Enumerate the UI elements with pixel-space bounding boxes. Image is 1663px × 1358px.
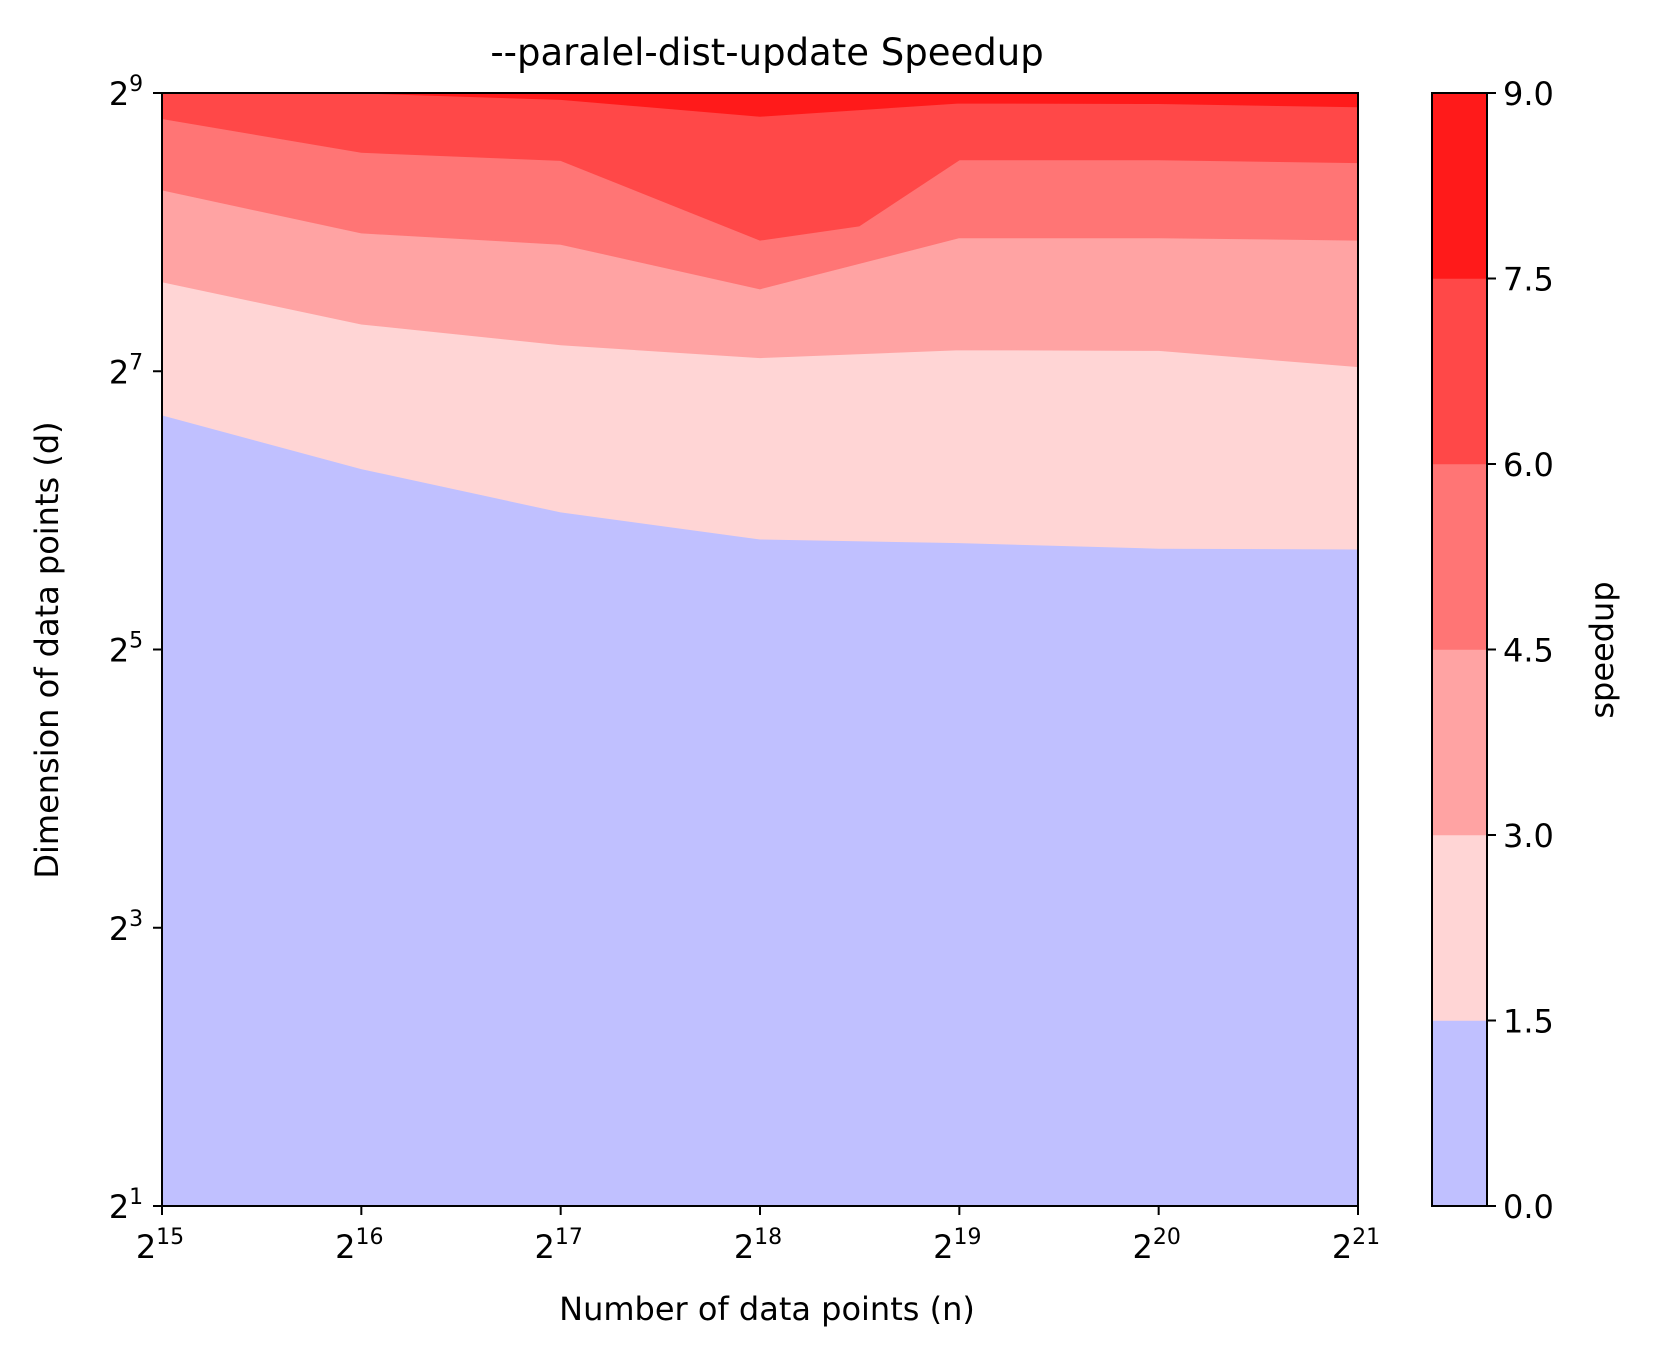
plot-area: [161, 92, 1359, 1207]
colorbar-tick-label: 1.5: [1503, 1003, 1554, 1041]
x-axis-label: Number of data points (n): [559, 1290, 975, 1328]
colorbar-tick-label: 7.5: [1503, 261, 1554, 299]
y-axis: 21 23 25 27 29: [109, 72, 162, 1226]
y-tick-label: 21: [109, 1185, 143, 1226]
colorbar-tick-label: 0.0: [1503, 1188, 1554, 1226]
chart-title: --paralel-dist-update Speedup: [490, 31, 1043, 74]
x-tick-label: 221: [1332, 1225, 1380, 1266]
colorbar-swatch-2: [1431, 649, 1488, 836]
x-axis: 215 216 217 218 219 220 221: [136, 1206, 1380, 1266]
x-tick-label: 218: [734, 1225, 782, 1266]
colorbar-swatch-1: [1431, 834, 1488, 1021]
x-tick-label: 219: [933, 1225, 981, 1266]
x-tick-label: 215: [136, 1225, 184, 1266]
y-tick-label: 27: [109, 350, 143, 391]
x-tick-label: 216: [335, 1225, 383, 1266]
y-tick-label: 23: [109, 907, 143, 948]
colorbar-tick-label: 6.0: [1503, 446, 1554, 484]
y-tick-label: 29: [109, 72, 143, 113]
y-tick-label: 25: [109, 629, 143, 670]
colorbar-swatch-0: [1431, 1020, 1488, 1207]
colorbar-label: speedup: [1583, 581, 1621, 718]
colorbar-swatch-4: [1431, 278, 1488, 465]
x-tick-label: 220: [1132, 1225, 1180, 1266]
colorbar-swatch-3: [1431, 463, 1488, 650]
colorbar-tick-label: 4.5: [1503, 632, 1554, 670]
colorbar-swatch-5: [1431, 92, 1488, 279]
colorbar-tick-label: 3.0: [1503, 817, 1554, 855]
colorbar: 0.0 1.5 3.0 4.5 6.0 7.5 9.0: [1431, 75, 1554, 1226]
x-tick-label: 217: [534, 1225, 582, 1266]
y-axis-label: Dimension of data points (d): [28, 421, 66, 878]
colorbar-tick-label: 9.0: [1503, 75, 1554, 113]
